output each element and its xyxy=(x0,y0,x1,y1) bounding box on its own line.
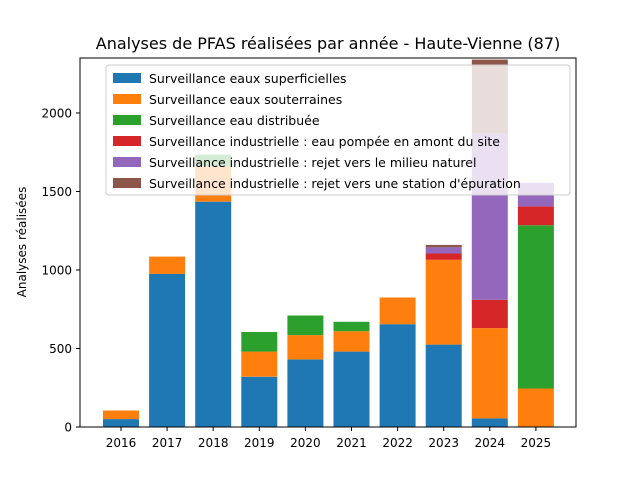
legend-swatch xyxy=(113,115,141,125)
bar-2025-series-3 xyxy=(517,225,554,389)
bar-2016-series-2 xyxy=(103,410,139,420)
y-tick-label: 2000 xyxy=(41,106,72,120)
bar-2022-series-1 xyxy=(379,324,416,427)
x-tick-label: 2025 xyxy=(521,436,552,450)
bar-2023-series-6 xyxy=(425,244,462,248)
y-tick-label: 1000 xyxy=(41,263,72,277)
bar-2023-series-5 xyxy=(425,247,462,254)
bar-2016-series-1 xyxy=(103,419,139,427)
bar-2025-series-2 xyxy=(517,388,554,427)
x-tick-label: 2022 xyxy=(382,436,413,450)
bar-2022-series-2 xyxy=(379,297,416,325)
bar-2024-series-4 xyxy=(471,299,508,329)
bar-2021-series-3 xyxy=(333,321,370,332)
x-tick-label: 2020 xyxy=(290,436,321,450)
legend-swatch xyxy=(113,136,141,146)
legend-swatch xyxy=(113,94,141,104)
y-tick-label: 1500 xyxy=(41,185,72,199)
bar-2025-series-4 xyxy=(517,206,554,226)
x-tick-label: 2018 xyxy=(198,436,229,450)
x-tick-label: 2024 xyxy=(475,436,506,450)
y-axis-label: Analyses réalisées xyxy=(15,187,29,298)
legend-label: Surveillance industrielle : eau pompée e… xyxy=(149,134,500,149)
bar-2024-series-2 xyxy=(471,328,508,419)
bar-2024-series-1 xyxy=(471,418,508,427)
bars-group xyxy=(103,59,554,427)
legend-label: Surveillance industrielle : rejet vers u… xyxy=(149,176,521,191)
legend-label: Surveillance eau distribuée xyxy=(149,113,320,128)
bar-2023-series-1 xyxy=(425,344,462,427)
y-tick-label: 500 xyxy=(49,342,72,356)
bar-2020-series-2 xyxy=(287,335,324,360)
legend-swatch xyxy=(113,178,141,188)
legend: Surveillance eaux superficielles Surveill… xyxy=(105,64,571,196)
bar-2019-series-1 xyxy=(241,376,278,427)
bar-2023-series-2 xyxy=(425,259,462,345)
bar-2021-series-2 xyxy=(333,331,370,352)
x-tick-label: 2021 xyxy=(336,436,367,450)
legend-swatch xyxy=(113,73,141,83)
bar-2017-series-1 xyxy=(149,273,186,427)
x-tick-label: 2016 xyxy=(106,436,137,450)
chart-title: Analyses de PFAS réalisées par année - H… xyxy=(96,34,560,53)
legend-swatch xyxy=(113,157,141,167)
x-tick-label: 2019 xyxy=(244,436,275,450)
bar-2019-series-2 xyxy=(241,351,278,377)
legend-label: Surveillance industrielle : rejet vers l… xyxy=(149,155,476,170)
plot-frame xyxy=(79,57,577,428)
bar-2020-series-3 xyxy=(287,315,324,336)
bar-2018-series-1 xyxy=(195,201,232,427)
bar-2021-series-1 xyxy=(333,351,370,427)
bar-2020-series-1 xyxy=(287,359,324,427)
x-tick-label: 2017 xyxy=(152,436,183,450)
bar-2023-series-4 xyxy=(425,253,462,260)
y-tick-label: 0 xyxy=(64,421,72,435)
bar-2017-series-2 xyxy=(149,256,186,274)
bar-2019-series-3 xyxy=(241,332,278,352)
legend-label: Surveillance eaux souterraines xyxy=(149,92,342,107)
legend-label: Surveillance eaux superficielles xyxy=(149,71,347,86)
axes-group: 0 500 1000 1500 2000 2016 2017 2018 2019 2020 2021… xyxy=(41,57,577,450)
x-tick-label: 2023 xyxy=(428,436,459,450)
legend-frame xyxy=(105,64,571,196)
